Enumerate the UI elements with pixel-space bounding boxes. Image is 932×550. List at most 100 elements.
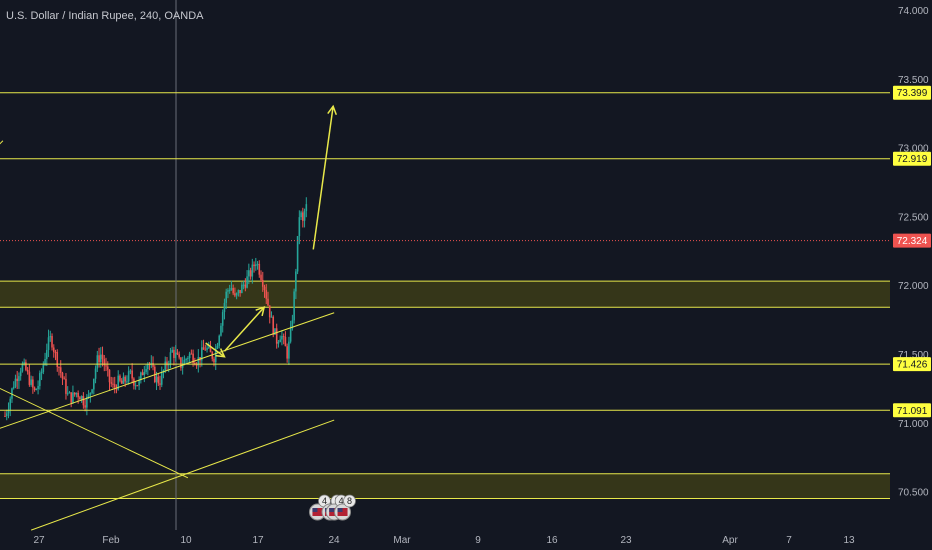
- candle-8: [16, 370, 18, 390]
- price-tag-72-324: 72.324: [893, 233, 931, 248]
- candle-body: [221, 312, 224, 326]
- candle-152: [267, 291, 269, 307]
- trendline-1[interactable]: [0, 140, 4, 155]
- zone-1: [0, 281, 890, 308]
- candle-body: [23, 362, 25, 364]
- candle-27: [49, 330, 52, 342]
- candle-body: [101, 354, 104, 360]
- candle-6: [12, 381, 15, 390]
- candle-7: [14, 374, 17, 389]
- candle-143: [251, 258, 254, 284]
- candle-158: [277, 339, 280, 348]
- candle-body: [122, 376, 125, 384]
- candle-150: [263, 284, 266, 298]
- candle-body: [206, 347, 208, 351]
- candle-138: [242, 281, 245, 290]
- candle-body: [255, 264, 257, 267]
- flag-canton: [329, 508, 335, 512]
- candle-body: [117, 375, 120, 390]
- candle-80: [141, 369, 144, 376]
- event-flag-icon-4[interactable]: 8: [334, 494, 356, 521]
- candle-body: [66, 393, 69, 395]
- candle-body: [282, 336, 285, 338]
- candle-142: [249, 267, 252, 280]
- candle-46: [82, 392, 85, 409]
- candle-116: [204, 344, 207, 351]
- candle-163: [286, 343, 288, 363]
- horizontal-levels[interactable]: [0, 92, 890, 411]
- candle-74: [131, 363, 133, 384]
- candle-body: [98, 355, 100, 363]
- candle-75: [133, 377, 135, 390]
- candle-body: [295, 271, 297, 292]
- candle-103: [181, 356, 184, 375]
- candle-body: [279, 339, 281, 343]
- candle-body: [303, 211, 306, 221]
- candlestick-series: [4, 197, 308, 421]
- candle-body: [65, 378, 67, 394]
- candle-body: [11, 388, 13, 399]
- candle-body: [105, 365, 107, 367]
- candle-136: [239, 290, 241, 297]
- candle-92: [162, 369, 165, 379]
- y-tick-74-000: 74.000: [898, 6, 929, 17]
- candle-body: [131, 370, 133, 379]
- candle-body: [44, 358, 46, 365]
- candle-164: [288, 336, 290, 365]
- candle-body: [70, 392, 72, 403]
- candle-body: [296, 236, 299, 272]
- x-tick-16: 16: [546, 535, 558, 546]
- candle-48: [86, 394, 88, 416]
- candle-85: [150, 355, 153, 369]
- candle-body: [211, 352, 214, 359]
- trendline-4[interactable]: [0, 387, 189, 479]
- trendline-2[interactable]: [0, 312, 335, 429]
- candle-91: [160, 366, 163, 388]
- price-axis[interactable]: 74.000 73.500 73.000 72.500 72.000 71.500 71.0…: [898, 6, 929, 499]
- candle-body: [157, 376, 160, 384]
- candle-body: [272, 316, 275, 335]
- candle-1: [4, 411, 6, 417]
- candle-51: [91, 388, 93, 395]
- candle-128: [225, 288, 227, 310]
- candle-23: [42, 361, 45, 375]
- event-icons[interactable]: 4548: [308, 494, 356, 521]
- candle-body: [261, 279, 264, 287]
- candle-79: [140, 371, 142, 384]
- candle-body: [220, 325, 222, 336]
- price-tag-text: 71.091: [897, 406, 928, 417]
- candle-body: [248, 270, 250, 277]
- candle-body: [185, 359, 187, 361]
- candle-47: [84, 399, 86, 412]
- event-count-text: 4: [339, 496, 344, 506]
- time-axis[interactable]: 27 Feb 10 17 24 Mar 9 16 23 Apr 7 13: [33, 535, 855, 546]
- candle-body: [49, 336, 52, 338]
- candle-22: [40, 368, 43, 381]
- arrow-1[interactable]: [223, 306, 266, 352]
- arrow-2[interactable]: [205, 342, 226, 358]
- candle-body: [169, 352, 172, 364]
- candle-67: [119, 374, 121, 383]
- candle-body: [284, 336, 287, 347]
- candle-26: [47, 329, 50, 358]
- candle-123: [216, 342, 219, 349]
- candle-body: [223, 302, 226, 313]
- candle-68: [120, 378, 123, 384]
- candle-77: [136, 385, 139, 387]
- price-tag-bg: [893, 233, 931, 248]
- trendlines[interactable]: [0, 104, 338, 531]
- candle-137: [241, 282, 243, 294]
- arrow-3[interactable]: [312, 104, 338, 250]
- arrow-head: [215, 348, 226, 358]
- candle-body: [25, 362, 27, 370]
- candle-25: [46, 343, 48, 367]
- candle-body: [201, 347, 203, 361]
- y-tick-73-500: 73.500: [898, 75, 929, 86]
- candle-body: [256, 263, 259, 265]
- candle-body: [152, 362, 154, 367]
- x-tick-23: 23: [620, 535, 632, 546]
- candle-body: [260, 274, 262, 280]
- price-tag-bg: [893, 85, 931, 100]
